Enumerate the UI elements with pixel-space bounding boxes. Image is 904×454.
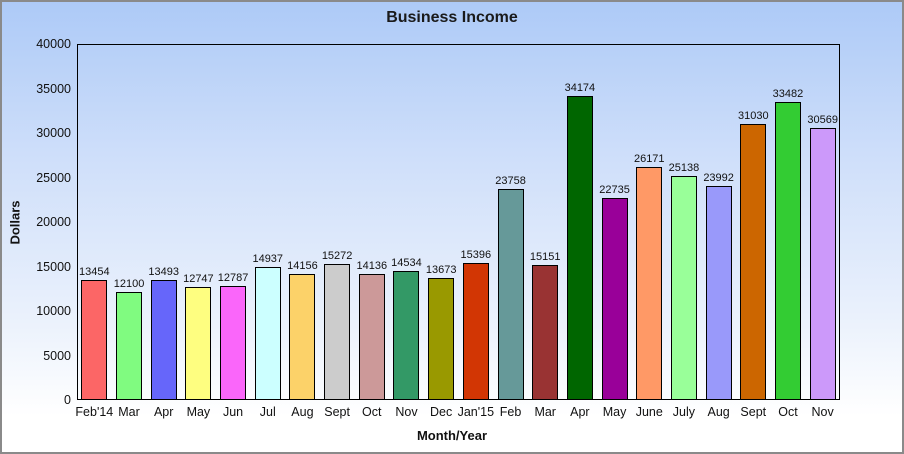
x-tick-label-0: Feb'14 bbox=[75, 405, 114, 419]
y-axis-title: Dollars bbox=[7, 200, 23, 245]
x-tick-label-4: Jun bbox=[222, 405, 244, 419]
y-tick-label: 0 bbox=[64, 393, 71, 407]
x-tick-label-17: July bbox=[672, 405, 696, 419]
x-axis-title: Month/Year bbox=[416, 428, 488, 443]
y-tick-label: 35000 bbox=[36, 81, 71, 96]
x-tick-label-1: Mar bbox=[118, 405, 140, 419]
x-tick-label-20: Oct bbox=[778, 405, 798, 419]
x-tick-label-5: Jul bbox=[259, 405, 276, 419]
x-tick-label-19: Sept bbox=[740, 405, 767, 419]
chart-title: Business Income bbox=[386, 9, 518, 26]
x-tick-label-10: Dec bbox=[430, 405, 453, 419]
x-tick-label-3: May bbox=[186, 405, 211, 419]
y-tick-label: 30000 bbox=[36, 126, 71, 140]
x-tick-label-8: Oct bbox=[362, 405, 382, 419]
x-tick-label-12: Feb bbox=[499, 405, 522, 419]
x-tick-label-2: Apr bbox=[153, 405, 174, 419]
y-tick-label: 10000 bbox=[36, 304, 71, 318]
plot-area bbox=[77, 44, 840, 400]
x-tick-label-7: Sept bbox=[324, 405, 350, 419]
x-tick-label-16: June bbox=[635, 405, 663, 419]
x-tick-label-13: Mar bbox=[534, 405, 556, 419]
x-tick-label-6: Aug bbox=[291, 405, 314, 419]
x-tick-label-11: Jan'15 bbox=[457, 405, 495, 419]
y-tick-label: 5000 bbox=[43, 348, 71, 363]
y-tick-label: 40000 bbox=[36, 37, 71, 51]
x-tick-label-18: Aug bbox=[707, 405, 730, 419]
x-tick-label-21: Nov bbox=[811, 405, 834, 419]
x-tick-label-15: May bbox=[602, 405, 627, 419]
x-tick-label-14: Apr bbox=[570, 405, 590, 419]
x-tick-label-9: Nov bbox=[395, 405, 418, 419]
